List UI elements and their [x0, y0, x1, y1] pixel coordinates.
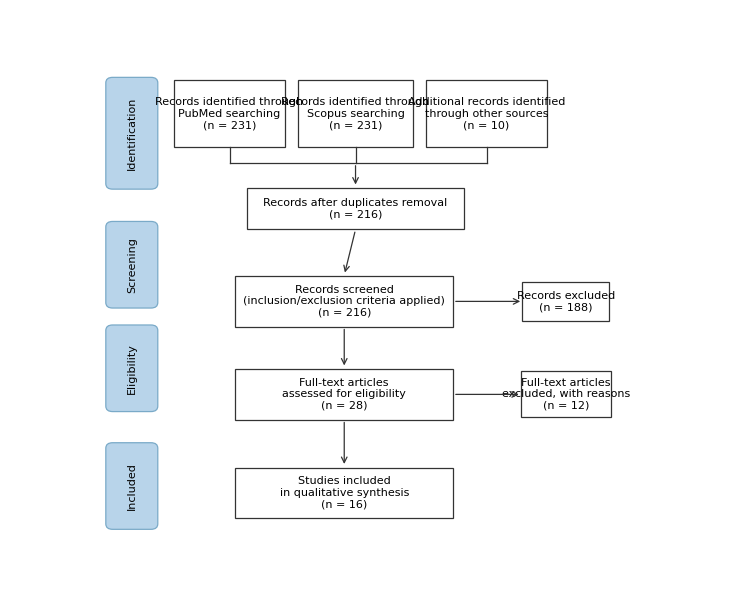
FancyBboxPatch shape — [106, 325, 157, 412]
FancyBboxPatch shape — [247, 188, 464, 230]
Text: Identification: Identification — [127, 96, 137, 170]
Text: Eligibility: Eligibility — [127, 343, 137, 394]
Text: Records identified through
PubMed searching
(n = 231): Records identified through PubMed search… — [155, 97, 303, 130]
Text: Studies included
in qualitative synthesis
(n = 16): Studies included in qualitative synthesi… — [279, 477, 409, 509]
Text: Screening: Screening — [127, 237, 137, 293]
Text: Records identified through
Scopus searching
(n = 231): Records identified through Scopus search… — [281, 97, 429, 130]
FancyBboxPatch shape — [522, 282, 609, 321]
Text: Full-text articles
excluded, with reasons
(n = 12): Full-text articles excluded, with reason… — [502, 378, 630, 411]
Text: Records excluded
(n = 188): Records excluded (n = 188) — [517, 290, 615, 312]
Text: Additional records identified
through other sources
(n = 10): Additional records identified through ot… — [408, 97, 565, 130]
Text: Records screened
(inclusion/exclusion criteria applied)
(n = 216): Records screened (inclusion/exclusion cr… — [243, 285, 445, 318]
Text: Records after duplicates removal
(n = 216): Records after duplicates removal (n = 21… — [263, 198, 448, 220]
FancyBboxPatch shape — [235, 276, 453, 327]
FancyBboxPatch shape — [174, 80, 284, 147]
FancyBboxPatch shape — [235, 369, 453, 419]
Text: Included: Included — [127, 462, 137, 510]
FancyBboxPatch shape — [426, 80, 547, 147]
FancyBboxPatch shape — [106, 443, 157, 530]
Text: Full-text articles
assessed for eligibility
(n = 28): Full-text articles assessed for eligibil… — [282, 378, 406, 411]
FancyBboxPatch shape — [521, 371, 611, 417]
FancyBboxPatch shape — [106, 77, 157, 189]
FancyBboxPatch shape — [235, 468, 453, 518]
FancyBboxPatch shape — [106, 221, 157, 308]
FancyBboxPatch shape — [297, 80, 413, 147]
